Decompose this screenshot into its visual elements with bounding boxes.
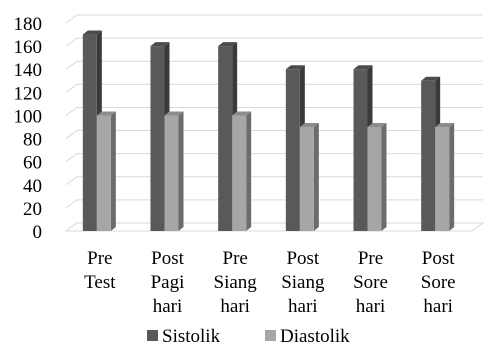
legend-swatch (147, 330, 158, 341)
x-tick-label: Test (84, 272, 116, 293)
legend-label: Diastolik (280, 326, 350, 347)
x-tick-label: Sore (421, 272, 456, 293)
gridline (65, 37, 483, 47)
y-tick-label: 100 (14, 106, 43, 127)
x-tick-label: Post (151, 248, 184, 269)
x-tick-label: Pre (358, 248, 383, 269)
bar-diastolik-1 (96, 111, 116, 231)
y-tick-label: 140 (14, 60, 43, 81)
y-tick-label: 20 (23, 199, 42, 220)
x-tick-label: hari (153, 296, 183, 317)
x-tick-label: Post (286, 248, 319, 269)
gridlines (65, 14, 483, 232)
legend-item-sistolik: Sistolik (147, 326, 221, 347)
x-axis-categories: Pre Test Post Pagi hari Pre Siang hari Post Siang… (84, 248, 455, 317)
bar-diastolik-4 (299, 123, 319, 231)
gridline (65, 106, 483, 116)
x-tick-label: hari (288, 296, 318, 317)
gridline (65, 60, 483, 70)
y-tick-label: 120 (14, 83, 43, 104)
chart-floor-plane (64, 222, 485, 232)
bar-diastolik-3 (232, 111, 252, 231)
y-tick-label: 40 (23, 176, 42, 197)
legend-item-diastolik: Diastolik (265, 326, 350, 347)
gridline (65, 14, 483, 24)
legend-label: Sistolik (162, 326, 221, 347)
y-tick-label: 80 (23, 130, 42, 151)
bar-diastolik-6 (435, 123, 455, 231)
gridline (65, 130, 483, 139)
y-tick-label: 60 (23, 153, 42, 174)
y-tick-label: 0 (33, 222, 43, 243)
x-tick-label: Siang (281, 272, 325, 293)
y-tick-label: 160 (14, 37, 43, 58)
gridline (65, 199, 483, 209)
x-tick-label: Pagi (151, 272, 185, 293)
x-tick-label: hari (423, 296, 453, 317)
legend-swatch (265, 330, 276, 341)
bar-diastolik-5 (367, 123, 387, 231)
bar-diastolik-2 (164, 111, 184, 231)
gridline (65, 176, 483, 186)
chart-floor (64, 222, 485, 232)
bars (82, 30, 455, 232)
gridline (65, 153, 483, 163)
legend: Sistolik Diastolik (147, 326, 350, 347)
x-tick-label: Pre (223, 248, 248, 269)
gridline (65, 83, 483, 93)
x-tick-label: Pre (87, 248, 112, 269)
y-tick-label: 180 (14, 14, 43, 35)
x-tick-label: hari (220, 296, 250, 317)
x-tick-label: hari (356, 296, 386, 317)
x-tick-label: Siang (214, 272, 258, 293)
x-tick-label: Sore (353, 272, 388, 293)
x-tick-label: Post (422, 248, 455, 269)
